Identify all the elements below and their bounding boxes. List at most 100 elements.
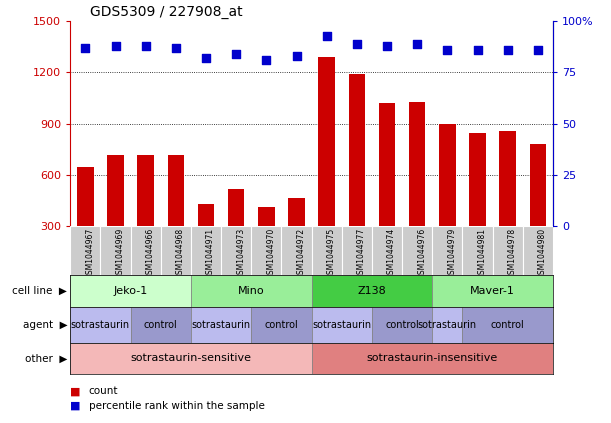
Text: Maver-1: Maver-1 xyxy=(470,286,515,296)
Text: GSM1044976: GSM1044976 xyxy=(417,228,426,279)
Bar xyxy=(70,307,131,343)
Text: Mino: Mino xyxy=(238,286,265,296)
Bar xyxy=(221,226,251,275)
Text: GDS5309 / 227908_at: GDS5309 / 227908_at xyxy=(90,5,242,19)
Bar xyxy=(191,307,251,343)
Bar xyxy=(402,226,433,275)
Point xyxy=(171,44,181,51)
Text: Jeko-1: Jeko-1 xyxy=(114,286,148,296)
Bar xyxy=(70,343,312,374)
Bar xyxy=(523,226,553,275)
Text: GSM1044974: GSM1044974 xyxy=(387,228,396,279)
Text: other  ▶: other ▶ xyxy=(25,354,67,363)
Text: Z138: Z138 xyxy=(357,286,386,296)
Bar xyxy=(77,168,93,277)
Text: ■: ■ xyxy=(70,386,81,396)
Bar xyxy=(70,226,100,275)
Bar xyxy=(433,307,463,343)
Bar xyxy=(342,226,372,275)
Bar xyxy=(312,307,372,343)
Point xyxy=(382,42,392,49)
Bar xyxy=(439,124,456,277)
Bar xyxy=(433,226,463,275)
Bar xyxy=(191,226,221,275)
Text: GSM1044967: GSM1044967 xyxy=(86,228,94,279)
Bar xyxy=(348,74,365,277)
Bar xyxy=(258,207,275,277)
Point xyxy=(201,55,211,61)
Bar xyxy=(463,307,553,343)
Point xyxy=(141,42,150,49)
Bar xyxy=(131,226,161,275)
Bar xyxy=(100,226,131,275)
Bar xyxy=(167,154,184,277)
Text: GSM1044975: GSM1044975 xyxy=(327,228,335,279)
Point xyxy=(262,57,271,63)
Point xyxy=(442,47,452,53)
Text: sotrastaurin-sensitive: sotrastaurin-sensitive xyxy=(130,354,252,363)
Bar xyxy=(251,226,282,275)
Point xyxy=(412,40,422,47)
Point xyxy=(291,52,301,59)
Text: count: count xyxy=(89,386,118,396)
Point xyxy=(111,42,120,49)
Text: GSM1044973: GSM1044973 xyxy=(236,228,245,279)
Bar xyxy=(288,198,305,277)
Text: sotrastaurin: sotrastaurin xyxy=(312,320,371,330)
Bar xyxy=(492,226,523,275)
Point xyxy=(473,47,483,53)
Bar xyxy=(312,226,342,275)
Bar xyxy=(469,133,486,277)
Point xyxy=(503,47,513,53)
Bar xyxy=(131,307,191,343)
Bar xyxy=(251,307,312,343)
Bar xyxy=(228,189,244,277)
Text: GSM1044979: GSM1044979 xyxy=(447,228,456,279)
Bar xyxy=(282,226,312,275)
Text: sotrastaurin-insensitive: sotrastaurin-insensitive xyxy=(367,354,498,363)
Bar xyxy=(463,226,492,275)
Bar xyxy=(137,155,154,277)
Text: percentile rank within the sample: percentile rank within the sample xyxy=(89,401,265,411)
Text: control: control xyxy=(491,320,525,330)
Bar xyxy=(161,226,191,275)
Bar xyxy=(372,307,433,343)
Text: GSM1044968: GSM1044968 xyxy=(176,228,185,279)
Bar xyxy=(191,275,312,307)
Text: ■: ■ xyxy=(70,401,81,411)
Bar xyxy=(409,102,425,277)
Bar xyxy=(372,226,402,275)
Text: GSM1044978: GSM1044978 xyxy=(508,228,517,279)
Text: GSM1044971: GSM1044971 xyxy=(206,228,215,279)
Bar xyxy=(312,275,433,307)
Text: control: control xyxy=(144,320,178,330)
Bar xyxy=(318,57,335,277)
Bar xyxy=(198,204,214,277)
Bar xyxy=(107,154,124,277)
Bar xyxy=(499,132,516,277)
Text: GSM1044966: GSM1044966 xyxy=(145,228,155,279)
Point xyxy=(322,32,332,39)
Text: control: control xyxy=(265,320,298,330)
Text: GSM1044977: GSM1044977 xyxy=(357,228,366,279)
Text: GSM1044969: GSM1044969 xyxy=(115,228,125,279)
Point xyxy=(232,51,241,58)
Text: GSM1044980: GSM1044980 xyxy=(538,228,547,279)
Point xyxy=(352,40,362,47)
Bar xyxy=(312,343,553,374)
Text: cell line  ▶: cell line ▶ xyxy=(12,286,67,296)
Point xyxy=(533,47,543,53)
Bar xyxy=(530,144,546,277)
Bar xyxy=(433,275,553,307)
Bar xyxy=(70,275,191,307)
Point xyxy=(81,44,90,51)
Text: sotrastaurin: sotrastaurin xyxy=(418,320,477,330)
Text: sotrastaurin: sotrastaurin xyxy=(71,320,130,330)
Text: sotrastaurin: sotrastaurin xyxy=(191,320,251,330)
Text: GSM1044972: GSM1044972 xyxy=(296,228,306,279)
Text: GSM1044981: GSM1044981 xyxy=(478,228,486,279)
Bar xyxy=(379,103,395,277)
Text: control: control xyxy=(386,320,419,330)
Text: GSM1044970: GSM1044970 xyxy=(266,228,276,279)
Text: agent  ▶: agent ▶ xyxy=(23,320,67,330)
